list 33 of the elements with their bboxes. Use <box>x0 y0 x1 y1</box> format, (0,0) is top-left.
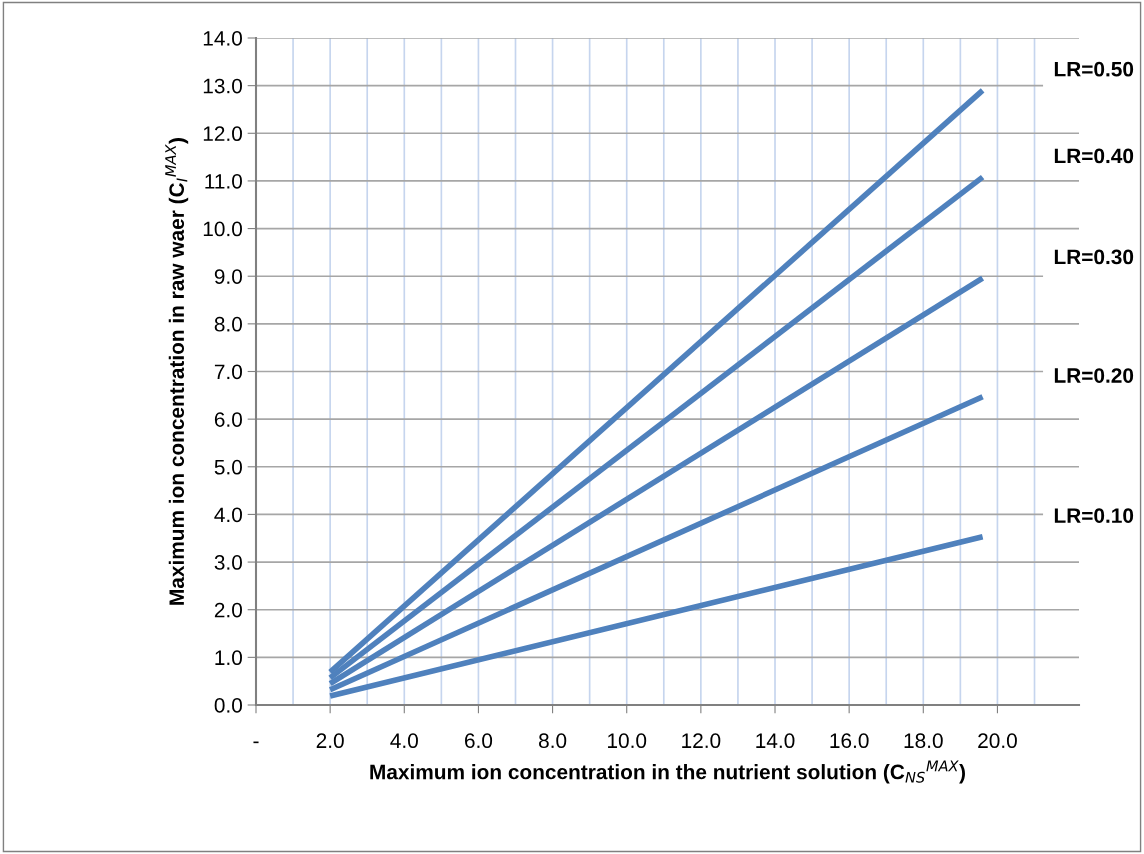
text: LR=0.20 <box>1054 368 1134 383</box>
text: LR=0.50 <box>1054 61 1134 77</box>
text: LR=0.30 <box>1054 249 1134 265</box>
x-tick-label: 14.0 <box>756 733 795 749</box>
y-tick-label: 6.0 <box>214 412 242 427</box>
y-tick-label: 9.0 <box>214 269 242 284</box>
x-tick-label: 16.0 <box>830 733 869 749</box>
y-tick-label: 5.0 <box>214 459 242 475</box>
x-tick-label: 12.0 <box>682 733 721 749</box>
x-tick-label: 2.0 <box>316 733 344 749</box>
y-tick-label: 2.0 <box>214 602 242 618</box>
y-tick-label: 11.0 <box>205 173 242 189</box>
text: LR=0.10 <box>1054 508 1134 523</box>
x-tick-label: 4.0 <box>390 733 418 749</box>
x-tick-label: 10.0 <box>608 733 647 749</box>
y-tick-label: 14.0 <box>203 31 242 46</box>
y-axis-title: Maximum ion concentration in raw waer (C$_{I}$$^{MAX}$) <box>165 138 189 605</box>
y-tick-label: 0.0 <box>214 698 242 713</box>
x-axis-title: Maximum ion concentration in the nutrient solution (C$_{NS}$$^{MAX}$) <box>370 760 965 784</box>
x-tick-label: - <box>253 741 259 744</box>
y-tick-label: 10.0 <box>203 221 242 237</box>
text: LR=0.40 <box>1054 148 1134 164</box>
x-tick-label: 8.0 <box>539 733 567 749</box>
x-tick-label: 20.0 <box>978 733 1017 749</box>
y-tick-label: 7.0 <box>214 364 242 380</box>
y-tick-label: 1.0 <box>215 650 242 666</box>
x-tick-label: 18.0 <box>904 733 943 749</box>
y-tick-label: 3.0 <box>214 555 242 570</box>
y-tick-label: 13.0 <box>203 78 242 94</box>
y-tick-label: 4.0 <box>214 507 242 523</box>
x-tick-label: 6.0 <box>465 733 493 749</box>
y-tick-label: 12.0 <box>203 126 242 142</box>
y-tick-label: 8.0 <box>214 316 242 332</box>
